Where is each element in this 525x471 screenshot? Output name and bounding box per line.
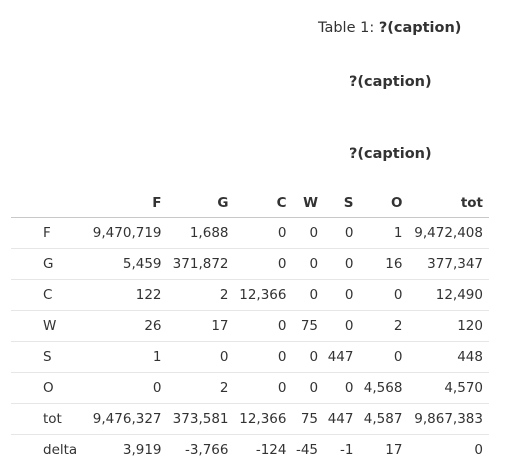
table-cell: 2 [167, 372, 235, 404]
table-cell: 0 [234, 310, 293, 342]
table-cell: 371,872 [167, 248, 235, 280]
table-row: O 0 2 0 0 0 4,568 4,570 [11, 372, 489, 404]
table-cell: 16 [359, 248, 409, 280]
table-cell: 9,470,719 [87, 217, 168, 249]
table-cell: -3,766 [184, 442, 229, 458]
table-row: W 26 17 0 75 0 2 120 [11, 310, 489, 342]
table-cell: 0 [324, 310, 360, 342]
table-cell: 0 [167, 341, 235, 373]
table-cell: 0 [292, 279, 325, 311]
table-cell: 4,568 [359, 372, 409, 404]
table-cell: 0 [324, 248, 360, 280]
table-cell: 447 [324, 403, 360, 435]
table-cell: 0 [324, 372, 360, 404]
table-cell: 9,476,327 [87, 403, 168, 435]
table-cell: 12,366 [234, 279, 293, 311]
table-cell: 0 [292, 217, 325, 249]
table-cell: 1 [359, 217, 409, 249]
table-cell: 0 [234, 217, 293, 249]
table-cell: 0 [324, 217, 360, 249]
table-caption: Table 1: ?(caption) [318, 20, 461, 36]
caption-prefix: Table 1: [318, 20, 379, 36]
table-cell: 448 [408, 341, 489, 373]
table-cell: -1 [340, 442, 354, 458]
table-cell: 26 [87, 310, 168, 342]
table-cell: 17 [385, 442, 403, 458]
row-label: S [11, 341, 87, 373]
row-label: W [11, 310, 87, 342]
table-row: C 122 2 12,366 0 0 0 12,490 [11, 279, 489, 311]
column-header: G [167, 188, 235, 218]
table-cell: 447 [324, 341, 360, 373]
table-cell: 0 [87, 372, 168, 404]
table-cell: 2 [167, 279, 235, 311]
table-cell: 17 [167, 310, 235, 342]
table-cell: 9,472,408 [408, 217, 489, 249]
row-label: G [11, 248, 87, 280]
table-cell: 0 [324, 279, 360, 311]
table-cell: 12,490 [408, 279, 489, 311]
table-cell: 3,919 [122, 442, 162, 458]
table-cell: 0 [292, 341, 325, 373]
table-cell: 1 [87, 341, 168, 373]
table-cell: 4,587 [359, 403, 409, 435]
table-cell: 120 [408, 310, 489, 342]
row-label: tot [11, 403, 87, 435]
table-cell: 373,581 [167, 403, 235, 435]
table-row: F 9,470,719 1,688 0 0 0 1 9,472,408 [11, 217, 489, 249]
row-label: C [11, 279, 87, 311]
cross-tab-table: F G C W S O tot F 9,470,719 1,688 0 0 0 … [11, 188, 489, 465]
table-cell: -45 [295, 442, 319, 458]
table-cell: 1,688 [167, 217, 235, 249]
table-cell: 2 [359, 310, 409, 342]
table-cell: 75 [292, 310, 325, 342]
table-row: G 5,459 371,872 0 0 0 16 377,347 [11, 248, 489, 280]
table-cell: 75 [292, 403, 325, 435]
column-header: C [234, 188, 293, 218]
table-cell: 9,867,383 [408, 403, 489, 435]
column-header: O [359, 188, 409, 218]
row-label: O [11, 372, 87, 404]
table-row: S 1 0 0 0 447 0 448 [11, 341, 489, 373]
table-cell: 0 [234, 372, 293, 404]
table-cell: 0 [234, 248, 293, 280]
table-cell: 0 [474, 442, 483, 458]
column-header: F [87, 188, 168, 218]
table-cell: 12,366 [234, 403, 293, 435]
caption-line-3: ?(caption) [349, 146, 432, 162]
row-label: delta [43, 442, 78, 458]
table-row: delta 3,919 -3,766 -124 -45 -1 17 0 [11, 435, 489, 466]
table-cell: 0 [234, 341, 293, 373]
table-cell: 0 [359, 279, 409, 311]
corner-header [11, 188, 87, 218]
table-cell: 0 [359, 341, 409, 373]
table-cell: 377,347 [408, 248, 489, 280]
table-cell: 4,570 [408, 372, 489, 404]
header-row: F G C W S O tot [11, 188, 489, 218]
column-header: S [324, 188, 360, 218]
table-cell: 0 [292, 372, 325, 404]
row-label: F [11, 217, 87, 249]
column-header: W [292, 188, 325, 218]
table-cell: 0 [292, 248, 325, 280]
table-cell: 5,459 [87, 248, 168, 280]
caption-title: ?(caption) [378, 20, 462, 36]
column-header: tot [408, 188, 489, 218]
table-cell: 122 [87, 279, 168, 311]
caption-line-2: ?(caption) [349, 74, 432, 90]
table-cell: -124 [255, 442, 287, 458]
table-row: tot 9,476,327 373,581 12,366 75 447 4,58… [11, 403, 489, 435]
